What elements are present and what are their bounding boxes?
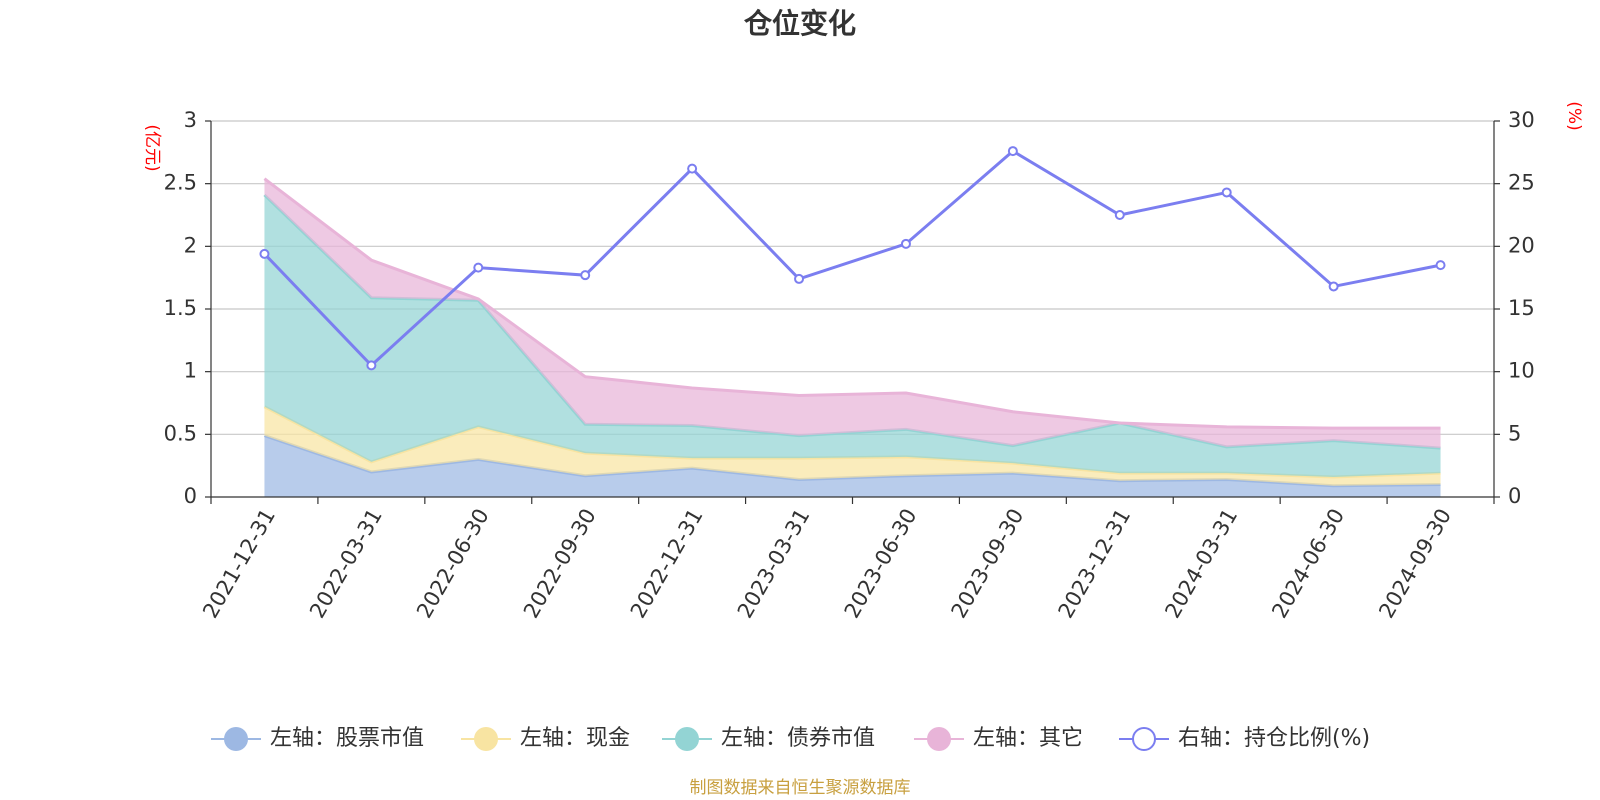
x-tick-label: 2024-06-30 [1267,505,1349,623]
legend-marker [675,727,699,751]
right-tick-label: 15 [1508,296,1535,320]
ratio-point [259,248,270,259]
ratio-line-path [263,149,1441,368]
right-tick-label: 25 [1508,171,1535,195]
right-tick-label: 30 [1508,108,1535,132]
x-tick-label: 2022-06-30 [412,504,494,622]
x-tick-label: 2022-09-30 [519,505,601,623]
ratio-point [473,262,484,273]
x-tick-label: 2023-03-31 [733,505,815,623]
legend-item-2[interactable]: 左轴：债券市值 [662,726,875,751]
legend-marker [224,727,248,751]
x-tick-label: 2022-03-31 [305,505,387,623]
source-note: 制图数据来自恒生聚源数据库 [690,778,911,798]
legend-item-0[interactable]: 左轴：股票市值 [211,726,424,751]
left-tick-label: 0 [184,484,197,508]
legend-label: 右轴：持仓比例(%) [1178,726,1370,751]
stacked-areas [263,177,1441,497]
position-ratio-line [259,146,1446,371]
chart-title: 仓位变化 [744,7,856,40]
area-edge-2 [263,193,1441,450]
x-tick-label: 2023-06-30 [840,504,922,622]
left-tick-label: 2 [184,233,197,257]
legend-item-3[interactable]: 左轴：其它 [914,726,1083,751]
area-series-2 [264,194,1441,477]
legend-label: 左轴：现金 [520,726,630,751]
right-axis-unit: (%) [1564,101,1584,130]
legend-marker [1132,727,1156,751]
x-tick-label: 2021-12-31 [198,505,280,623]
x-tick-label: 2022-12-31 [626,505,708,623]
right-tick-label: 20 [1508,233,1535,257]
x-tick-label: 2023-09-30 [947,505,1029,623]
legend-label: 左轴：债券市值 [721,726,875,751]
area-series-1 [264,406,1441,486]
ratio-point [366,360,377,371]
legend-label: 左轴：股票市值 [270,726,424,751]
ratio-point [687,163,698,174]
ratio-point [794,273,805,284]
legend[interactable]: 左轴：股票市值 左轴：现金 左轴：债券市值 左轴：其它 右轴：持仓比例(%) [211,726,1370,751]
legend-marker [927,727,951,751]
ratio-point [900,238,911,249]
ratio-point [1328,281,1339,292]
x-tick-label: 2024-03-31 [1160,505,1242,623]
left-tick-label: 1 [184,359,197,383]
right-tick-label: 5 [1508,421,1521,445]
left-tick-label: 2.5 [164,171,197,195]
ratio-point [1007,146,1018,157]
ratio-point [1221,187,1232,198]
ratio-point [1435,260,1446,271]
right-tick-label: 0 [1508,484,1521,508]
x-tick-label: 2023-12-31 [1054,505,1136,623]
left-tick-label: 0.5 [164,421,197,445]
legend-label: 左轴：其它 [973,726,1083,751]
area-series-3 [264,178,1441,449]
ratio-point [580,270,591,281]
left-axis-unit: (亿元) [142,124,162,171]
left-tick-label: 1.5 [164,296,197,320]
ratio-point [1114,210,1125,220]
legend-item-4[interactable]: 右轴：持仓比例(%) [1119,726,1370,751]
legend-item-1[interactable]: 左轴：现金 [461,726,630,751]
legend-marker [474,727,498,751]
area-edge-3 [263,177,1441,430]
x-tick-label: 2024-09-30 [1374,505,1456,623]
left-tick-label: 3 [184,108,197,132]
right-tick-label: 10 [1508,359,1535,383]
